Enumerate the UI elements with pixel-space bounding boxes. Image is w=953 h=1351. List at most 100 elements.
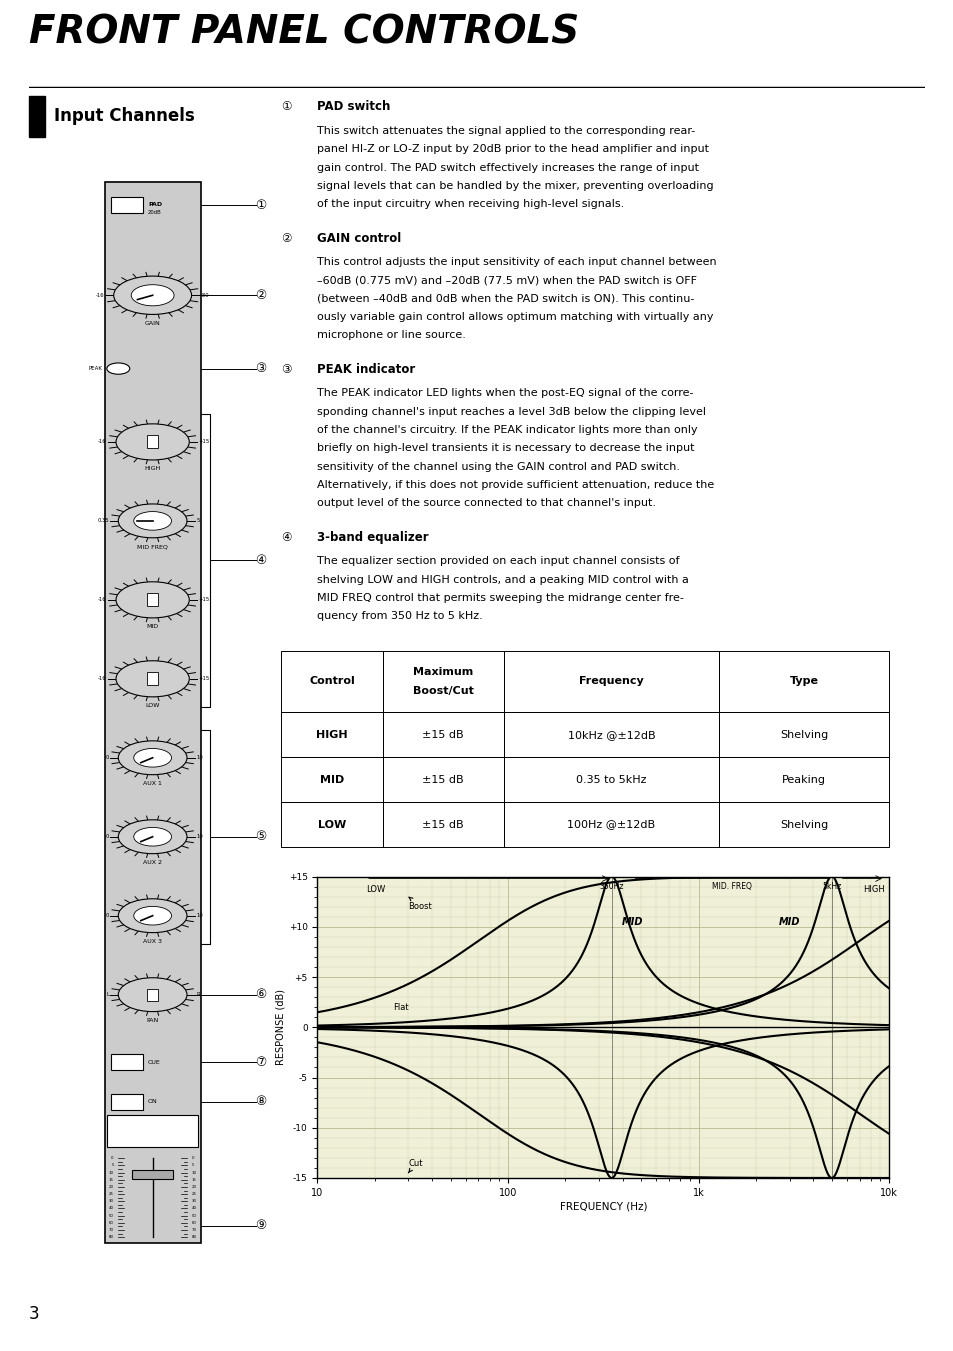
Text: AUX 2: AUX 2 xyxy=(143,859,162,865)
Text: PAD: PAD xyxy=(148,201,162,207)
Text: 10: 10 xyxy=(192,1170,196,1174)
Text: 5kHz: 5kHz xyxy=(821,882,841,890)
Text: 10: 10 xyxy=(196,755,203,761)
Bar xyxy=(112,197,143,213)
Text: LOW: LOW xyxy=(366,885,385,893)
Bar xyxy=(147,435,158,449)
Bar xyxy=(147,989,158,1001)
Text: 70: 70 xyxy=(192,1228,196,1232)
Circle shape xyxy=(118,740,187,774)
Text: ③: ③ xyxy=(281,363,292,376)
Text: -16: -16 xyxy=(98,597,107,603)
Text: –60dB (0.775 mV) and –20dB (77.5 mV) when the PAD switch is OFF: –60dB (0.775 mV) and –20dB (77.5 mV) whe… xyxy=(317,276,697,285)
Bar xyxy=(503,757,719,802)
Text: Peaking: Peaking xyxy=(781,774,825,785)
Text: sensitivity of the channel using the GAIN control and PAD switch.: sensitivity of the channel using the GAI… xyxy=(317,462,679,471)
Bar xyxy=(382,757,503,802)
Text: 0.35: 0.35 xyxy=(97,519,109,523)
Bar xyxy=(382,802,503,847)
Bar xyxy=(382,712,503,757)
Text: ③: ③ xyxy=(254,362,266,376)
Text: 3-band equalizer: 3-band equalizer xyxy=(317,531,429,543)
Text: PAD switch: PAD switch xyxy=(317,100,391,113)
Text: 0.35 to 5kHz: 0.35 to 5kHz xyxy=(576,774,646,785)
Text: ⑧: ⑧ xyxy=(254,1096,266,1108)
Text: 20: 20 xyxy=(109,1185,113,1189)
Bar xyxy=(281,651,382,712)
Text: Shelving: Shelving xyxy=(780,820,827,830)
Text: ④: ④ xyxy=(254,554,266,567)
Text: AUX 3: AUX 3 xyxy=(143,939,162,944)
Circle shape xyxy=(118,820,187,854)
Text: output level of the source connected to that channel's input.: output level of the source connected to … xyxy=(317,499,656,508)
Text: LOW: LOW xyxy=(145,703,160,708)
Text: MID: MID xyxy=(778,917,800,927)
Text: -80: -80 xyxy=(200,293,209,297)
Text: ±15 dB: ±15 dB xyxy=(422,730,463,740)
Text: 3: 3 xyxy=(29,1305,39,1323)
Text: 50: 50 xyxy=(192,1213,196,1217)
Circle shape xyxy=(133,748,172,767)
Bar xyxy=(503,802,719,847)
Text: PEAK: PEAK xyxy=(89,366,102,372)
Text: MID FREQ: MID FREQ xyxy=(137,544,168,549)
Y-axis label: RESPONSE (dB): RESPONSE (dB) xyxy=(275,989,286,1066)
Text: 25: 25 xyxy=(109,1192,113,1196)
Text: HIGH: HIGH xyxy=(316,730,348,740)
Text: -16: -16 xyxy=(98,439,107,444)
Bar xyxy=(29,96,45,136)
Bar xyxy=(147,673,158,685)
Text: 0: 0 xyxy=(106,913,109,919)
Text: MID. FREQ: MID. FREQ xyxy=(712,882,751,890)
Circle shape xyxy=(118,978,187,1012)
Bar xyxy=(112,1094,143,1109)
Text: 50: 50 xyxy=(109,1213,113,1217)
Text: HIGH: HIGH xyxy=(144,466,161,471)
Text: Boost: Boost xyxy=(408,897,432,911)
Text: -16: -16 xyxy=(98,677,107,681)
Bar xyxy=(503,651,719,712)
Bar xyxy=(281,802,382,847)
Text: 10: 10 xyxy=(109,1170,113,1174)
Text: Maximum: Maximum xyxy=(413,667,473,677)
Text: ①: ① xyxy=(281,100,292,113)
Text: 60: 60 xyxy=(109,1221,113,1225)
Text: CUE: CUE xyxy=(148,1059,161,1065)
Text: 0: 0 xyxy=(112,1156,113,1161)
Text: L: L xyxy=(106,992,109,997)
Text: 80: 80 xyxy=(192,1235,196,1239)
Text: R: R xyxy=(196,992,199,997)
Text: 30: 30 xyxy=(192,1200,196,1204)
Text: MID: MID xyxy=(147,624,158,630)
Text: ①: ① xyxy=(254,199,266,212)
Bar xyxy=(107,1116,198,1147)
Text: panel HI-Z or LO-Z input by 20dB prior to the head amplifier and input: panel HI-Z or LO-Z input by 20dB prior t… xyxy=(317,145,709,154)
Text: LOW: LOW xyxy=(317,820,346,830)
Text: ⑤: ⑤ xyxy=(254,831,266,843)
Circle shape xyxy=(116,661,189,697)
Text: Flat: Flat xyxy=(393,1004,409,1012)
Text: 10kHz @±12dB: 10kHz @±12dB xyxy=(567,730,655,740)
Text: Input Channels: Input Channels xyxy=(53,107,194,126)
Bar xyxy=(281,712,382,757)
Text: shelving LOW and HIGH controls, and a peaking MID control with a: shelving LOW and HIGH controls, and a pe… xyxy=(317,574,688,585)
Text: 40: 40 xyxy=(192,1206,196,1210)
Bar xyxy=(105,182,200,1243)
Text: AUX 1: AUX 1 xyxy=(143,781,162,786)
Text: 80: 80 xyxy=(109,1235,113,1239)
Text: Shelving: Shelving xyxy=(780,730,827,740)
Text: MID: MID xyxy=(319,774,344,785)
Text: Frequency: Frequency xyxy=(578,677,643,686)
Text: 15: 15 xyxy=(192,1178,196,1182)
Text: 25: 25 xyxy=(192,1192,196,1196)
Text: +15: +15 xyxy=(198,439,210,444)
Text: This switch attenuates the signal applied to the corresponding rear-: This switch attenuates the signal applie… xyxy=(317,126,695,136)
Text: ±15 dB: ±15 dB xyxy=(422,820,463,830)
Text: 5: 5 xyxy=(112,1163,113,1167)
Text: PAN: PAN xyxy=(147,1017,158,1023)
Text: +15: +15 xyxy=(198,677,210,681)
Text: ⑨: ⑨ xyxy=(254,1220,266,1232)
Text: Alternatively, if this does not provide sufficient attenuation, reduce the: Alternatively, if this does not provide … xyxy=(317,480,714,490)
Text: 20: 20 xyxy=(192,1185,196,1189)
Text: 10: 10 xyxy=(196,834,203,839)
